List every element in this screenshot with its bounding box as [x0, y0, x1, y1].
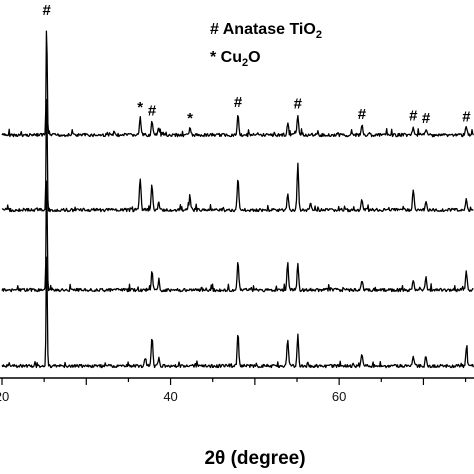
anatase-marker-6: #	[294, 95, 303, 112]
anatase-marker-8: #	[409, 108, 418, 125]
anatase-marker-10: #	[462, 109, 471, 126]
cu2o-marker-4: *	[187, 110, 193, 127]
xrd-trace-3	[1, 180, 474, 293]
peak-markers: #* # *# ## # # #	[43, 2, 472, 127]
x-axis-title: 2θ (degree)	[204, 448, 305, 469]
xrd-trace-4	[1, 256, 474, 369]
anatase-marker-7: #	[358, 106, 367, 123]
anatase-marker-9: #	[422, 110, 431, 127]
anatase-marker-3: #	[148, 103, 157, 120]
cu2o-marker-2: *	[137, 99, 143, 116]
xrd-trace-1	[1, 30, 474, 138]
legend: # Anatase TiO2 * Cu2O	[210, 21, 322, 69]
x-tick-label: 60	[332, 389, 346, 404]
anatase-marker-5: #	[234, 94, 243, 111]
x-tick-label: 40	[163, 389, 177, 404]
anatase-marker-1: #	[43, 2, 52, 19]
xrd-traces	[1, 30, 474, 369]
x-axis-ticks: 20 40 60	[0, 378, 467, 404]
xrd-trace-2	[1, 98, 474, 213]
legend-entry-2: * Cu2O	[210, 49, 261, 69]
legend-entry-1: # Anatase TiO2	[210, 21, 322, 41]
x-tick-label: 20	[0, 389, 9, 404]
